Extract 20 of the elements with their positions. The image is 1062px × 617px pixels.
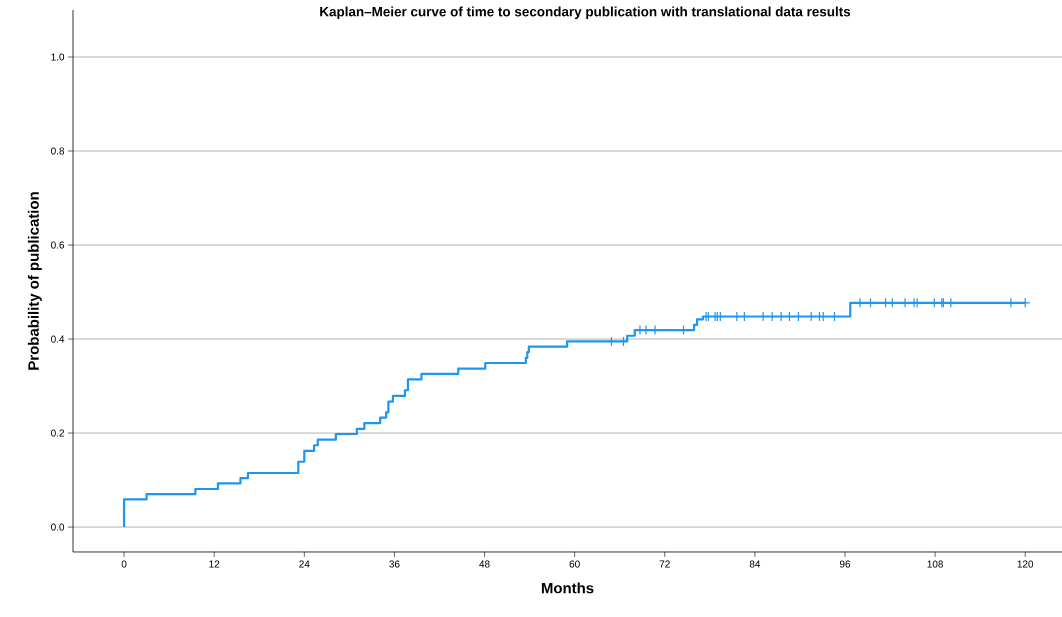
x-axis-title: Months (541, 582, 594, 594)
x-tick-label: 24 (299, 560, 310, 568)
y-axis-title: Probability of publication (27, 192, 42, 370)
y-tick-label: 0.8 (51, 147, 65, 155)
y-tick-label: 0.0 (51, 523, 65, 531)
x-tick-label: 0 (121, 560, 127, 568)
x-tick-label: 84 (749, 560, 761, 568)
y-tick-label: 0.2 (51, 429, 64, 437)
x-tick-label: 36 (389, 560, 400, 568)
x-tick-label: 72 (659, 560, 670, 568)
x-tick-label: 108 (927, 560, 943, 568)
y-tick-label: 1.0 (51, 53, 65, 61)
x-tick-label: 60 (569, 560, 580, 568)
chart-title: Kaplan–Meier curve of time to secondary publication with translational data results (320, 6, 851, 20)
x-tick-label: 48 (479, 560, 490, 568)
y-tick-label: 0.4 (51, 335, 65, 343)
x-tick-label: 12 (209, 560, 220, 568)
x-tick-label: 96 (839, 560, 851, 568)
x-tick-label: 120 (1017, 560, 1034, 568)
y-tick-label: 0.6 (51, 241, 65, 249)
